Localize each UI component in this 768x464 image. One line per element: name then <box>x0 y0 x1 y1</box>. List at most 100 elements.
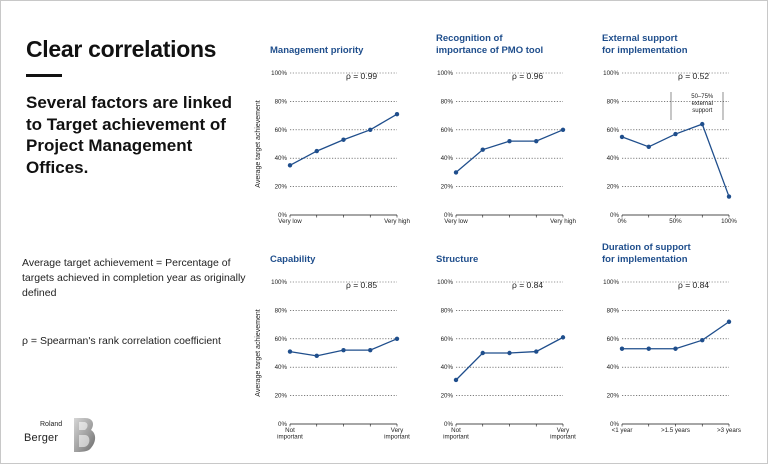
y-tick-label: 100% <box>437 70 453 77</box>
y-tick-label: 60% <box>607 336 620 343</box>
y-tick-label: 20% <box>275 393 288 400</box>
y-tick-label: 40% <box>607 155 620 162</box>
x-tick-label: Very <box>391 427 404 434</box>
y-tick-label: 80% <box>441 98 454 105</box>
data-point <box>368 127 373 132</box>
x-tick-label: Very low <box>278 218 302 225</box>
rho-label: ρ = 0.84 <box>512 280 543 290</box>
y-tick-label: 0% <box>610 421 619 428</box>
data-point <box>368 347 373 353</box>
y-tick-label: 80% <box>275 307 288 314</box>
series-line <box>289 338 398 357</box>
data-point <box>534 349 539 354</box>
y-tick-label: 60% <box>607 127 620 134</box>
subheadline: Several factors are linked to Target ach… <box>26 93 233 177</box>
data-point <box>646 144 651 150</box>
x-tick-label: 50% <box>669 218 682 225</box>
rho-label: ρ = 0.96 <box>512 71 543 81</box>
y-tick-label: 0% <box>444 421 453 428</box>
chart-title: importance of PMO tool <box>436 45 543 56</box>
rho-label: ρ = 0.99 <box>346 71 377 81</box>
data-point <box>726 194 732 199</box>
data-point <box>726 319 732 324</box>
chart-panel-5: Structure0%20%40%60%80%100%NotimportantV… <box>436 254 576 441</box>
y-tick-label: 0% <box>610 212 619 219</box>
annotation-text: external <box>692 101 713 107</box>
data-point <box>507 138 512 144</box>
y-tick-label: 40% <box>607 364 620 371</box>
y-axis-label: Average target achievement <box>255 100 262 187</box>
y-axis-label: Average target achievement <box>255 309 262 396</box>
y-tick-label: 60% <box>441 336 454 343</box>
data-point <box>453 377 459 383</box>
y-tick-label: 20% <box>441 184 454 191</box>
y-tick-label: 40% <box>275 155 288 162</box>
y-tick-label: 20% <box>607 393 620 400</box>
headline: Clear correlations <box>26 36 217 62</box>
x-tick-label: Very high <box>384 218 410 225</box>
rho-definition-note: ρ = Spearman's rank correlation coeffici… <box>22 335 221 347</box>
x-tick-label: <1 year <box>612 427 633 434</box>
annotation-text: support <box>692 108 712 114</box>
x-tick-label: 100% <box>721 218 737 225</box>
y-tick-label: 60% <box>275 336 288 343</box>
x-tick-label: important <box>384 434 410 441</box>
chart-title: Recognition of <box>436 33 503 44</box>
chart-panel-1: Management priority 0% 20% 40% 60% 80% 100% Ver… <box>255 45 410 225</box>
data-point <box>673 346 678 351</box>
chart-title: Structure <box>436 254 478 265</box>
x-tick-label: >3 years <box>717 427 741 434</box>
logo-b-mark-icon: B <box>74 418 96 452</box>
data-point <box>507 350 512 356</box>
y-tick-label: 80% <box>441 307 454 314</box>
y-tick-label: 40% <box>441 155 454 162</box>
x-tick-label: Not <box>285 427 295 434</box>
data-point <box>700 338 705 343</box>
y-tick-label: 40% <box>441 364 454 371</box>
logo-small-text: Roland <box>40 421 63 428</box>
data-point <box>646 346 651 351</box>
data-point <box>480 350 485 356</box>
y-tick-label: 80% <box>607 307 620 314</box>
x-tick-label: Very low <box>444 218 468 225</box>
x-tick-label: important <box>443 434 469 441</box>
data-point <box>341 347 346 353</box>
rho-label: ρ = 0.52 <box>678 71 709 81</box>
y-tick-label: 100% <box>271 279 287 286</box>
data-point <box>287 349 293 354</box>
y-tick-label: 100% <box>603 279 619 286</box>
data-point <box>560 127 566 132</box>
data-point <box>394 111 400 117</box>
logo-big-text: Berger <box>24 432 59 444</box>
definition-note: Average target achievement = Percentage … <box>22 257 246 299</box>
y-tick-label: 20% <box>275 184 288 191</box>
chart-panel-4: Capability0%20%40%60%80%100%Notimportant… <box>255 254 410 441</box>
data-point <box>453 170 459 175</box>
data-point <box>394 336 400 341</box>
y-tick-label: 0% <box>444 212 453 219</box>
data-point <box>673 131 678 137</box>
rho-label: ρ = 0.84 <box>678 280 709 290</box>
y-tick-label: 100% <box>603 70 619 77</box>
series-line <box>455 336 564 381</box>
x-tick-label: Very <box>557 427 570 434</box>
series-line <box>622 321 730 350</box>
data-point <box>619 346 625 351</box>
y-tick-label: 80% <box>607 98 620 105</box>
y-tick-label: 60% <box>441 127 454 134</box>
rho-label: ρ = 0.85 <box>346 280 377 290</box>
chart-title: External support <box>602 33 678 44</box>
y-tick-label: 0% <box>278 421 287 428</box>
x-tick-label: Very high <box>550 218 576 225</box>
data-point <box>341 137 346 142</box>
chart-title: Duration of support <box>602 242 691 253</box>
data-point <box>480 147 485 152</box>
chart-title: Management priority <box>270 45 364 56</box>
y-tick-label: 40% <box>275 364 288 371</box>
roland-berger-logo: Roland Berger B <box>24 416 104 454</box>
y-tick-label: 60% <box>275 127 288 134</box>
